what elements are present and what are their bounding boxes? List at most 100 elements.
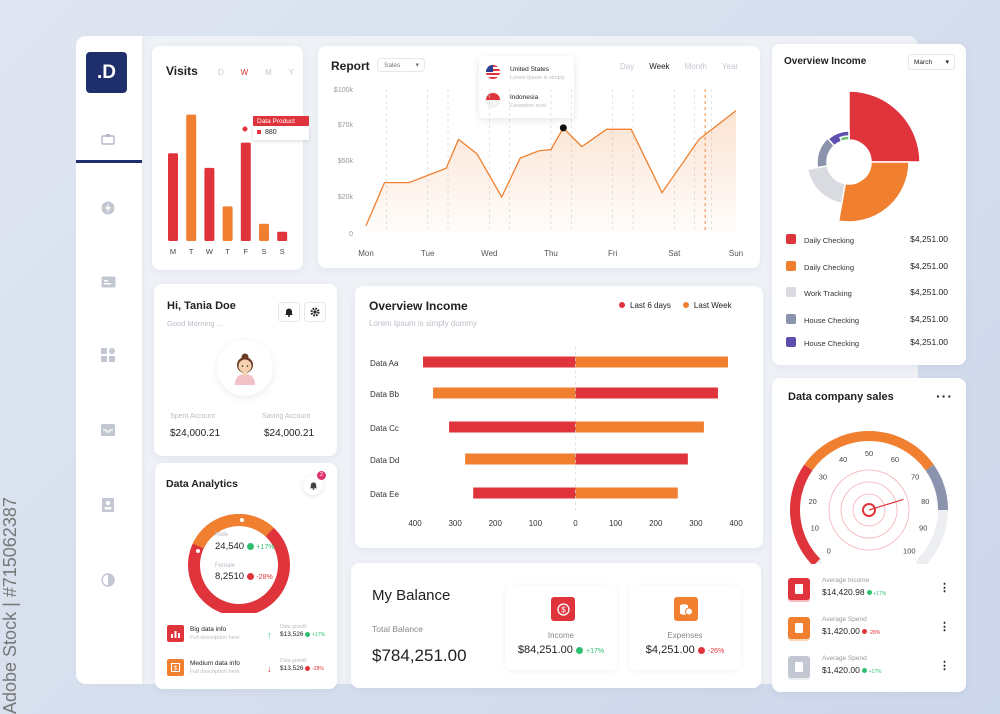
income-tile[interactable]: $ Income $84,251.00 +17% [505,585,617,670]
bar-right[interactable] [575,356,728,368]
kebab-menu-icon[interactable]: ⋮ [939,660,950,672]
svg-text:$: $ [174,665,178,672]
male-value-text: 24,540 [215,541,245,552]
legend-value: $4,251.00 [910,287,948,297]
pie-legend-row[interactable]: Daily Checking $4,251.00 [786,259,954,286]
company-item[interactable]: Average Income $14,420.98 +17% ⋮ [788,576,958,615]
down-badge-icon [862,629,868,635]
pie-slice[interactable] [806,164,847,205]
pie-legend-row[interactable]: House Checking $4,251.00 [786,335,954,362]
range-tab-day[interactable]: Day [620,62,635,71]
home-icon[interactable] [100,131,116,147]
balance-title: My Balance [372,587,451,604]
visits-tab-m[interactable]: M [265,68,272,77]
chevron-down-icon: ▾ [945,59,949,66]
report-x-tick: Sat [668,249,681,258]
bar-right[interactable] [575,487,678,499]
overview-income-bar-chart: Data Aa Data Bb Data Cc Data Dd Data Ee 400 30… [370,346,743,528]
range-tab-week[interactable]: Week [649,62,670,71]
visits-marker-dot [242,126,248,132]
sales-gauge: 0 10 20 30 40 50 60 70 80 90 100 [790,431,948,564]
report-line[interactable] [365,110,737,227]
notification-count-badge: 2 [317,471,326,480]
legend-value: $4,251.00 [910,234,948,244]
report-x-tick: Thu [544,249,558,258]
down-badge-icon [246,572,254,580]
company-item-amount: $1,420.00 [822,626,863,636]
visits-tab-y[interactable]: Y [288,68,294,77]
icon-glyph [795,662,803,672]
notification-button[interactable] [278,302,300,322]
card-icon[interactable] [100,274,116,290]
legend-swatch-icon [786,313,796,324]
company-item[interactable]: Average Spend $1,420.00 -28% ⋮ [788,615,958,654]
pie-legend-row[interactable]: Daily Checking $4,251.00 [786,232,954,259]
month-select[interactable]: March ▾ [908,54,955,70]
visits-bar[interactable] [277,231,288,241]
pie-legend-row[interactable]: House Checking $4,251.00 [786,312,954,335]
avatar [217,340,273,396]
apps-icon[interactable] [100,347,116,363]
bar-right[interactable] [575,421,704,433]
legend-last-week: Last Week [682,301,732,310]
row-title: Big data info [190,626,227,633]
expenses-tile[interactable]: Expenses $4,251.00 -26% [629,585,741,670]
range-tab-year[interactable]: Year [721,62,738,71]
company-item[interactable]: Average Spend $1,420.00 +17% ⋮ [788,654,958,693]
male-value: 24,540 +17% [215,541,274,552]
kebab-menu-icon[interactable]: ⋮ [939,621,950,633]
report-select[interactable]: Sales ▾ [377,58,425,72]
bar-left[interactable] [423,356,576,368]
gauge-tick-label: 10 [811,524,819,533]
analytics-row[interactable]: Big data info Full description here ↑ Da… [167,624,327,649]
visits-bar[interactable] [222,206,233,241]
bar-x-tick: 400 [729,519,743,528]
theme-toggle-icon[interactable] [100,572,116,588]
report-selected-point[interactable] [559,124,567,132]
gauge-tick-label: 0 [827,546,831,555]
visits-bar[interactable] [186,114,197,241]
pie-slice[interactable] [848,90,921,163]
legend-value: $4,251.00 [910,313,948,324]
bell-icon [285,308,293,317]
bar-category-label: Data Cc [370,424,399,433]
gauge-tick-label: 80 [921,497,929,506]
bar-left[interactable] [465,453,576,465]
analytics-notification-button[interactable] [303,475,323,495]
visits-tab-d[interactable]: D [218,68,224,77]
settings-button[interactable] [304,302,326,322]
gauge-tick-label: 60 [891,455,899,464]
month-select-value: March [914,59,933,66]
bar-left[interactable] [473,487,576,499]
tooltip-dot-icon [257,130,261,135]
visits-bar[interactable] [240,142,251,241]
more-options-icon[interactable]: ··· [936,388,953,404]
bar-right[interactable] [575,387,718,399]
range-tab-month[interactable]: Month [684,62,707,71]
gauge-tick-label: 70 [911,472,919,481]
visits-title: Visits [166,64,198,78]
visits-tab-w[interactable]: W [240,68,249,77]
visits-bar[interactable] [259,223,269,241]
visits-bar[interactable] [204,167,215,241]
row-subtitle: Full description here [190,669,240,675]
brand-logo[interactable]: .D [86,52,127,93]
arrow-down-icon: ↓ [267,664,272,674]
report-x-tick: Sun [729,249,743,258]
inbox-icon[interactable] [100,422,116,438]
analytics-row[interactable]: $ Medium data info Full description here… [167,658,327,683]
pie-slice[interactable] [837,161,910,223]
bar-x-tick: 0 [573,519,578,528]
bar-right[interactable] [575,453,688,465]
bar-left[interactable] [449,421,576,433]
contact-icon[interactable] [100,497,116,513]
lightning-icon[interactable] [100,200,116,216]
kebab-menu-icon[interactable]: ⋮ [939,582,950,594]
legend-value: $4,251.00 [910,336,948,347]
pie-legend-row[interactable]: Work Tracking $4,251.00 [786,285,954,312]
bar-left[interactable] [433,387,576,399]
visits-bar[interactable] [168,153,178,241]
report-area [366,110,736,233]
